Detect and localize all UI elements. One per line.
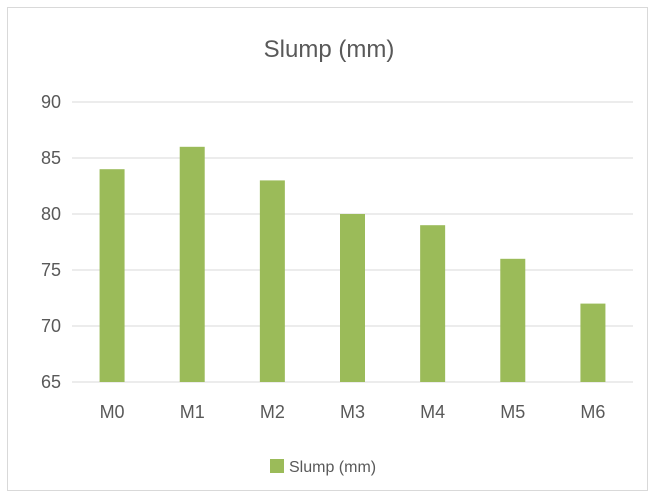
- y-tick-label: 85: [41, 148, 61, 168]
- gridlines: [72, 101, 633, 383]
- bar-m2: [259, 180, 285, 382]
- x-tick-label: M6: [580, 402, 605, 422]
- chart-title: Slump (mm): [264, 36, 395, 63]
- x-tick-label: M5: [500, 402, 525, 422]
- y-tick-label: 70: [41, 316, 61, 336]
- x-tick-label: M0: [100, 402, 125, 422]
- x-axis-labels: M0 M1 M2 M3 M4 M5 M6: [100, 402, 606, 422]
- y-tick-label: 80: [41, 204, 61, 224]
- y-tick-label: 90: [41, 92, 61, 112]
- y-tick-label: 75: [41, 260, 61, 280]
- bar-m0: [99, 169, 125, 382]
- y-tick-label: 65: [41, 372, 61, 392]
- legend-label: Slump (mm): [289, 459, 376, 476]
- y-axis-labels: 65 70 75 80 85 90: [41, 92, 61, 392]
- bar-m3: [340, 214, 365, 382]
- legend: Slump (mm): [270, 459, 376, 476]
- legend-swatch: [270, 459, 284, 473]
- x-tick-label: M3: [340, 402, 365, 422]
- bar-m5: [500, 258, 526, 382]
- bars: [99, 146, 606, 382]
- x-tick-label: M2: [260, 402, 285, 422]
- x-tick-label: M4: [420, 402, 445, 422]
- bar-m6: [580, 303, 606, 382]
- x-tick-label: M1: [180, 402, 205, 422]
- bar-m4: [420, 225, 446, 382]
- bar-m1: [179, 146, 205, 382]
